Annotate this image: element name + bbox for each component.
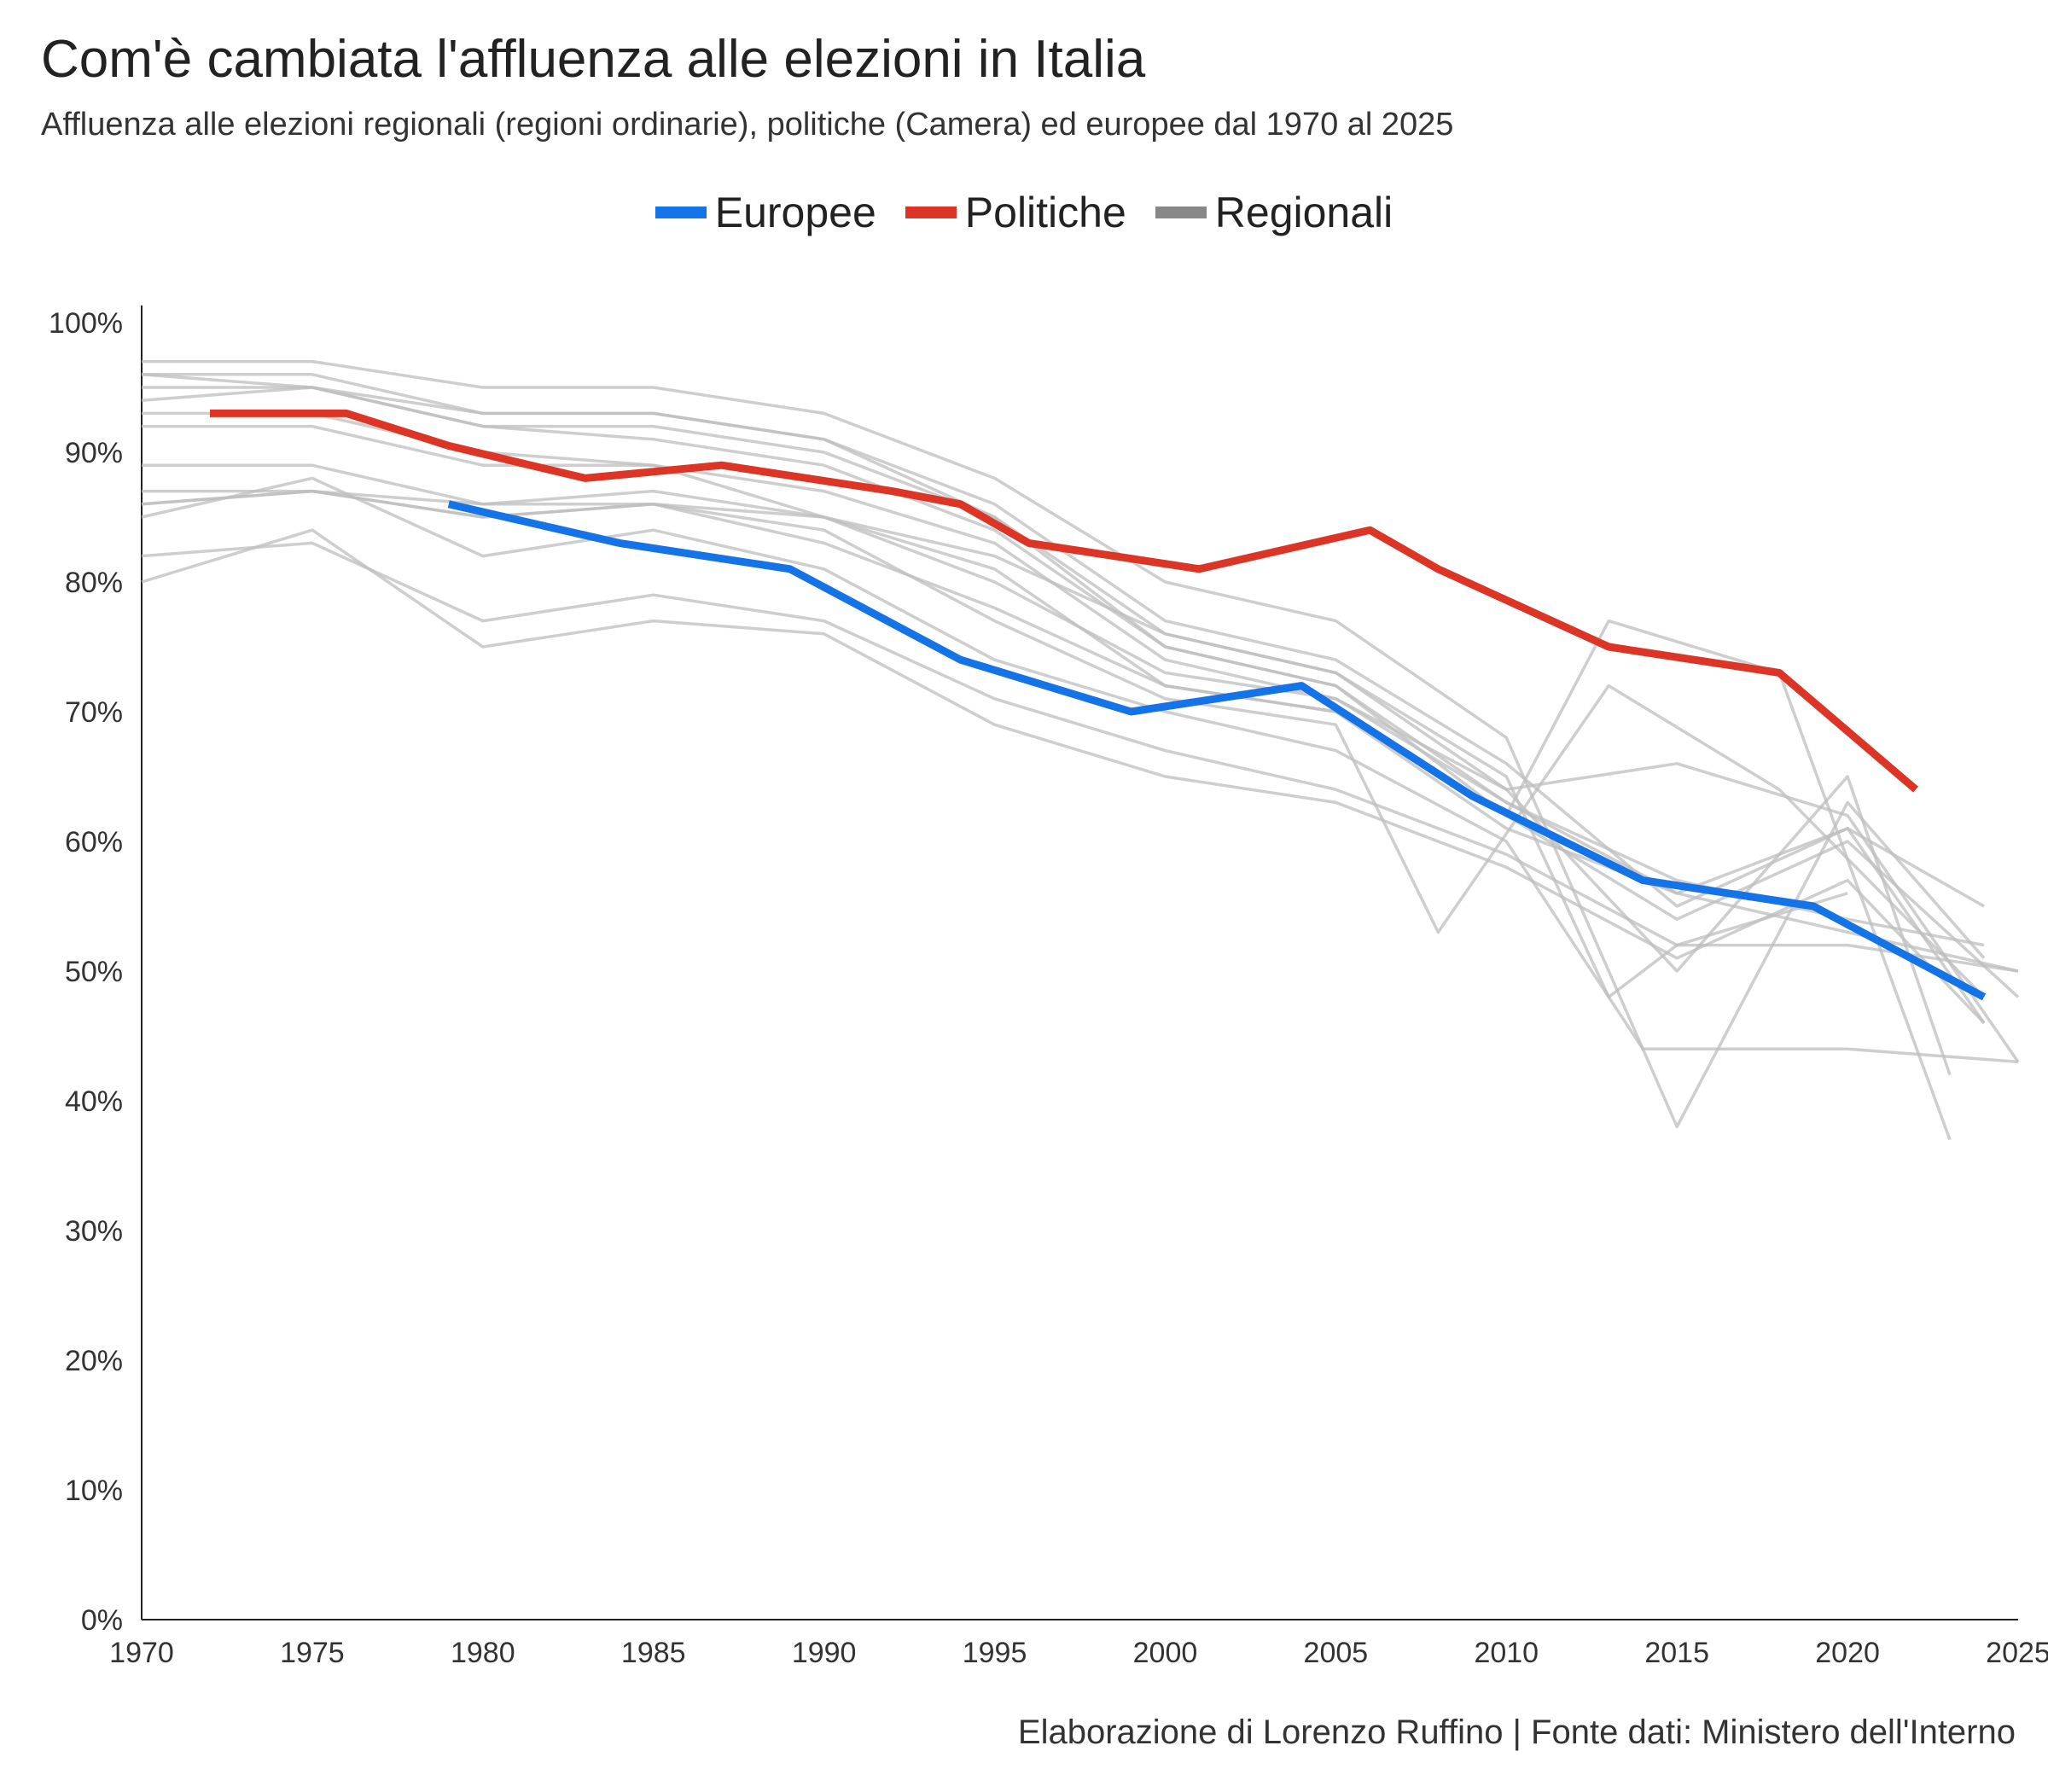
- y-tick-label: 30%: [65, 1215, 123, 1248]
- x-tick-label: 1970: [109, 1637, 174, 1669]
- series-regionali-line: [142, 424, 2020, 998]
- series-regionali-line: [141, 528, 1986, 1025]
- y-tick-label: 20%: [65, 1345, 123, 1377]
- legend-swatch-politiche: [905, 207, 957, 218]
- x-tick-label: 2020: [1815, 1637, 1880, 1669]
- series-regionali-line: [141, 373, 1952, 1076]
- series-regionali-line: [141, 476, 2019, 1064]
- legend-item-europee: Europee: [655, 188, 876, 237]
- legend-label-europee: Europee: [714, 189, 876, 236]
- x-tick-label: 2010: [1474, 1637, 1539, 1669]
- x-tick-label: 1980: [451, 1637, 515, 1669]
- series-regionali-line: [141, 489, 1848, 999]
- y-tick-label: 40%: [65, 1085, 123, 1118]
- legend-item-politiche: Politiche: [905, 188, 1126, 237]
- series-politiche-line: [210, 409, 1919, 793]
- x-tick-label: 1995: [963, 1637, 1027, 1669]
- legend: Europee Politiche Regionali: [0, 188, 2048, 237]
- legend-swatch-regionali: [1155, 207, 1207, 218]
- y-tick-label: 10%: [65, 1475, 123, 1507]
- series-regionali-line: [142, 359, 1986, 1129]
- y-tick-label: 60%: [65, 826, 123, 858]
- y-tick-label: 100%: [49, 307, 123, 340]
- series-regionali-line: [142, 463, 2020, 1063]
- x-tick-label: 2005: [1304, 1637, 1369, 1669]
- legend-item-regionali: Regionali: [1155, 188, 1393, 237]
- chart-title: Com'è cambiata l'affluenza alle elezioni…: [41, 30, 1146, 89]
- y-tick-label: 90%: [65, 437, 123, 469]
- x-tick-label: 2015: [1644, 1637, 1709, 1669]
- y-tick-label: 80%: [65, 567, 123, 599]
- legend-label-regionali: Regionali: [1214, 189, 1393, 236]
- series-regionali-line: [141, 386, 1985, 947]
- y-tick-label: 50%: [65, 956, 123, 988]
- source-caption: Elaborazione di Lorenzo Ruffino | Fonte …: [1017, 1713, 2016, 1751]
- y-tick-label: 0%: [81, 1604, 123, 1637]
- x-tick-label: 1985: [621, 1637, 686, 1669]
- x-tick-label: 2000: [1133, 1637, 1198, 1669]
- chart-subtitle: Affluenza alle elezioni regionali (regio…: [41, 107, 1454, 143]
- y-tick-label: 70%: [65, 696, 123, 729]
- legend-swatch-europee: [655, 207, 707, 218]
- x-tick-label: 1975: [280, 1637, 345, 1669]
- x-tick-label: 1990: [792, 1637, 857, 1669]
- legend-label-politiche: Politiche: [964, 189, 1126, 236]
- x-tick-label: 2025: [1986, 1637, 2048, 1669]
- series-europee-line: [447, 500, 1987, 1001]
